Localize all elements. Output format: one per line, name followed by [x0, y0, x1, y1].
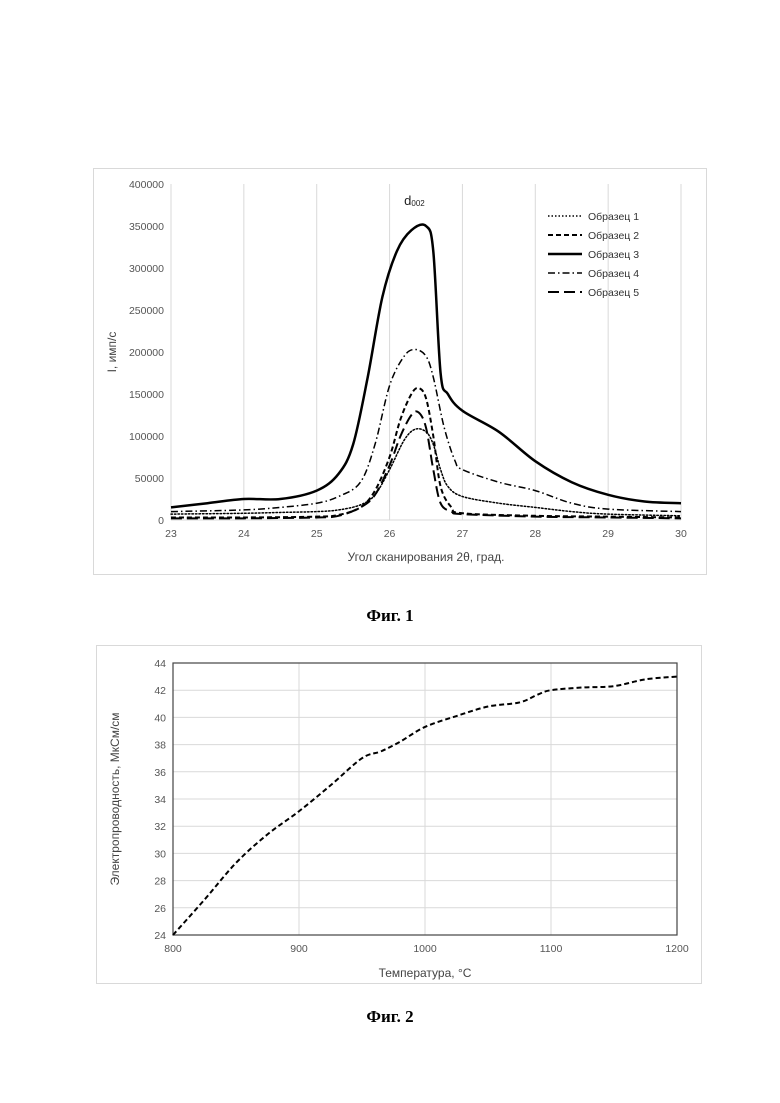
y-tick-label: 50000: [135, 473, 164, 485]
y-tick-label: 44: [154, 658, 166, 670]
xrd-chart: 23 24 25 26 27 28 29 30 0 50000 100000 150000 200000…: [93, 168, 707, 575]
legend-label-5: Образец 5: [588, 287, 639, 299]
conductivity-chart-plot: 800 900 1000 1100 1200 24 26 28 30 32 34 36 38 40 42 44…: [97, 646, 701, 983]
legend-label-3: Образец 3: [588, 249, 639, 261]
figure-2-caption: Фиг. 2: [0, 1007, 780, 1027]
y-tick-label: 0: [158, 515, 164, 527]
legend-label-4: Образец 4: [588, 268, 639, 280]
y-tick-label: 150000: [129, 389, 164, 401]
y-tick-label: 28: [154, 876, 166, 888]
x-tick-label: 900: [290, 943, 308, 955]
x-axis-title: Угол сканирования 2θ, град.: [348, 550, 505, 564]
figure-1-caption: Фиг. 1: [0, 606, 780, 626]
y-axis-title: I, имп/с: [105, 332, 119, 373]
x-tick-label: 1100: [540, 943, 563, 955]
xrd-chart-plot: 23 24 25 26 27 28 29 30 0 50000 100000 150000 200000…: [94, 169, 706, 574]
x-axis-title: Температура, °C: [379, 966, 472, 980]
x-tick-label: 29: [602, 528, 614, 540]
y-tick-label: 350000: [129, 221, 164, 233]
series-line-5: [171, 411, 681, 518]
y-tick-label: 34: [154, 794, 166, 806]
legend-label-1: Образец 1: [588, 211, 639, 223]
legend-label-2: Образец 2: [588, 230, 639, 242]
x-tick-label: 25: [311, 528, 323, 540]
x-tick-label: 800: [164, 943, 182, 955]
y-tick-label: 38: [154, 740, 166, 752]
y-axis-title: Электропроводность, МкСм/см: [108, 712, 122, 885]
x-tick-label: 23: [165, 528, 177, 540]
conductivity-chart: 800 900 1000 1100 1200 24 26 28 30 32 34 36 38 40 42 44…: [96, 645, 702, 984]
y-tick-label: 42: [154, 685, 166, 697]
y-tick-label: 26: [154, 903, 166, 915]
y-tick-label: 100000: [129, 431, 164, 443]
y-tick-label: 30: [154, 848, 166, 860]
x-tick-label: 1200: [665, 943, 689, 955]
x-tick-label: 26: [384, 528, 396, 540]
y-tick-label: 40: [154, 712, 166, 724]
x-tick-label: 27: [457, 528, 469, 540]
peak-annotation: d002: [404, 193, 425, 208]
y-tick-label: 24: [154, 930, 166, 942]
y-tick-label: 36: [154, 767, 166, 779]
series-line-1: [171, 429, 681, 516]
y-tick-label: 200000: [129, 347, 164, 359]
series-line-3: [171, 225, 681, 508]
y-tick-label: 250000: [129, 305, 164, 317]
y-tick-label: 300000: [129, 263, 164, 275]
y-tick-label: 400000: [129, 179, 164, 191]
x-tick-label: 1000: [413, 943, 437, 955]
y-tick-label: 32: [154, 821, 166, 833]
x-tick-label: 30: [675, 528, 687, 540]
x-tick-label: 24: [238, 528, 250, 540]
x-tick-label: 28: [529, 528, 541, 540]
